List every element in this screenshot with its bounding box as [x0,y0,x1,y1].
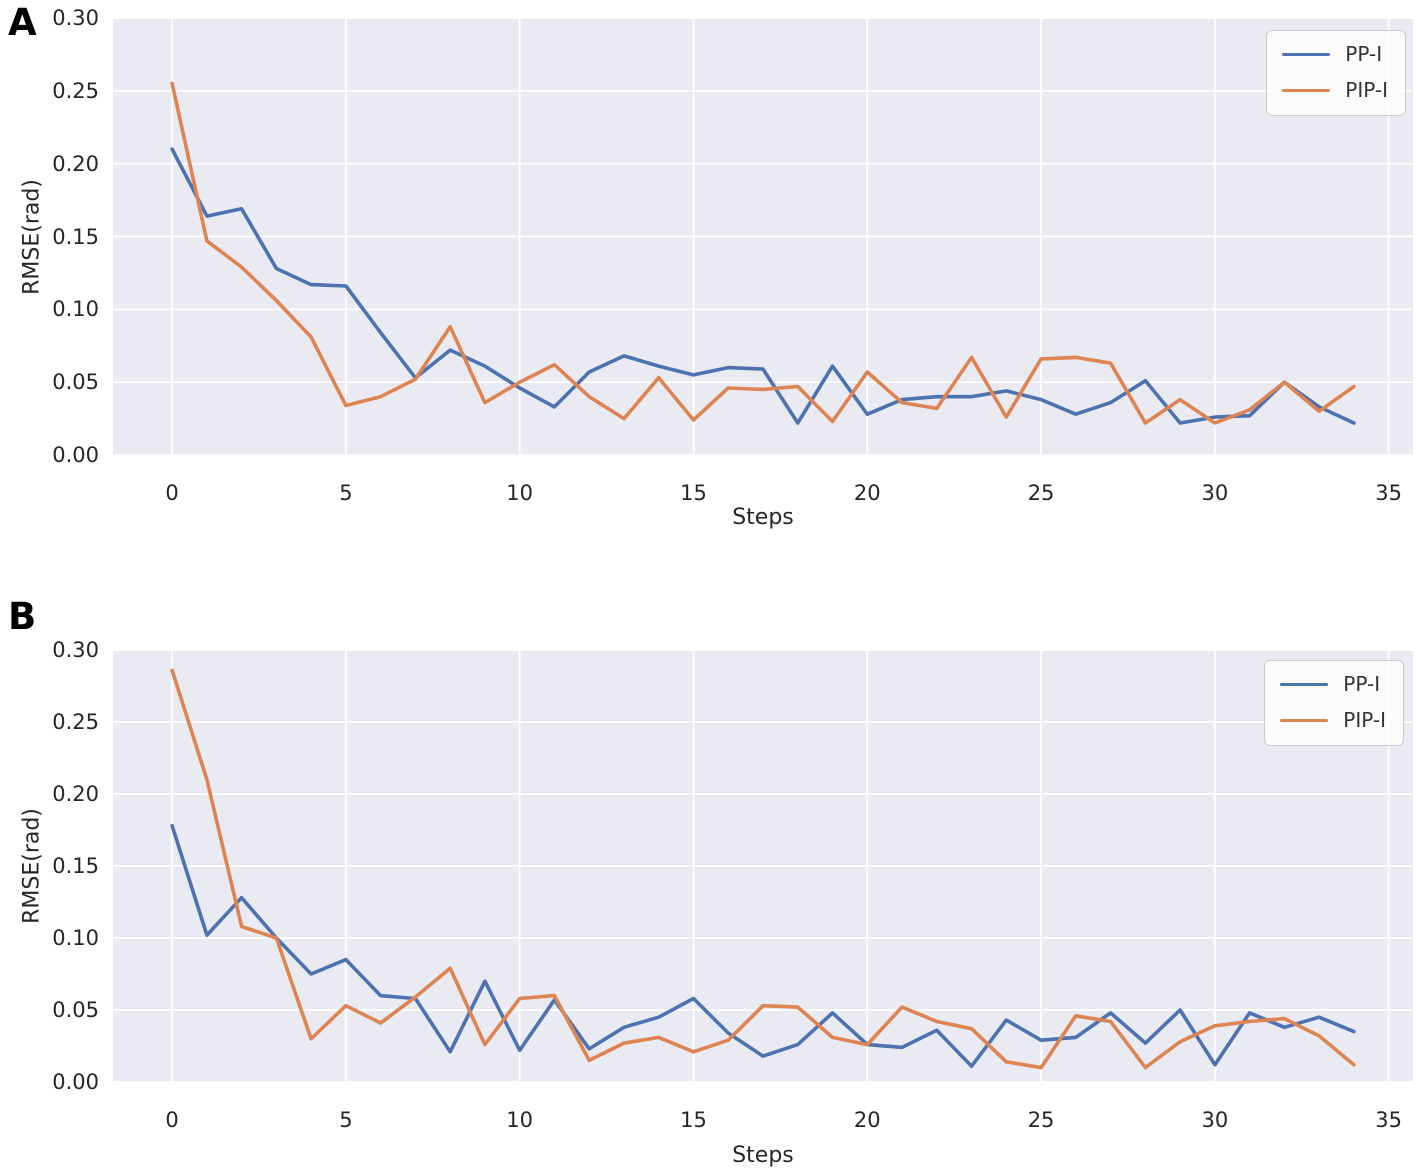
legend-item-pp-i: PP-I [1280,672,1386,697]
y-axis-label-b: RMSE(rad) [19,808,45,924]
y-tick-label: 0.10 [52,926,99,950]
x-axis-label-a: Steps [732,505,794,530]
legend-label-pp-i: PP-I [1343,672,1381,696]
y-tick-label: 0.30 [52,638,99,662]
x-tick-label: 0 [165,481,179,505]
x-tick-label: 10 [506,1108,534,1132]
line-chart-a [113,18,1413,455]
panel-a-label: A [8,1,37,44]
x-tick-label: 0 [165,1108,179,1132]
legend-label-pp-i: PP-I [1345,42,1383,66]
x-tick-label: 35 [1375,481,1403,505]
pip-i-series-line [170,668,1356,1070]
x-tick-label: 15 [680,481,707,505]
line-chart-b [113,650,1413,1082]
pip-i-line-swatch [1282,88,1331,93]
x-tick-label: 10 [506,481,534,505]
y-tick-label: 0.00 [52,1070,99,1094]
legend-a: PP-I PIP-I [1266,30,1406,116]
pip-i-line-swatch [1280,718,1329,723]
y-tick-label: 0.15 [52,224,99,249]
y-tick-label: 0.20 [52,151,99,176]
legend-label-pip-i: PIP-I [1345,78,1388,102]
x-tick-label: 30 [1201,481,1229,505]
y-tick-label: 0.20 [52,782,99,806]
y-tick-label: 0.10 [52,297,99,322]
pp-i-line-swatch [1282,52,1331,57]
y-tick-label: 0.25 [52,78,99,103]
legend-item-pp-i: PP-I [1282,42,1388,67]
x-axis-label-b: Steps [732,1143,794,1168]
y-tick-label: 0.30 [52,6,99,30]
x-tick-label: 20 [853,1108,881,1132]
x-tick-label: 35 [1375,1108,1403,1132]
x-tick-label: 30 [1201,1108,1229,1132]
x-tick-label: 20 [853,481,881,505]
x-tick-label: 5 [339,1108,353,1132]
legend-item-pip-i: PIP-I [1280,708,1386,733]
x-tick-label: 25 [1027,481,1055,505]
pip-i-series-line [170,81,1356,425]
y-tick-label: 0.00 [52,443,99,467]
y-tick-label: 0.05 [52,370,99,395]
legend-b: PP-I PIP-I [1264,660,1404,746]
pp-i-series-line [170,823,1356,1069]
pp-i-line-swatch [1280,682,1329,687]
y-tick-label: 0.25 [52,710,99,734]
legend-item-pip-i: PIP-I [1282,78,1388,103]
legend-label-pip-i: PIP-I [1343,708,1386,732]
x-tick-label: 25 [1027,1108,1055,1132]
panel-b-label: B [8,595,37,638]
y-tick-label: 0.05 [52,998,99,1022]
pp-i-series-line [170,147,1356,425]
y-tick-label: 0.15 [52,854,99,878]
x-tick-label: 5 [339,481,353,505]
x-tick-label: 15 [680,1108,707,1132]
y-axis-label-a: RMSE(rad) [19,179,45,295]
